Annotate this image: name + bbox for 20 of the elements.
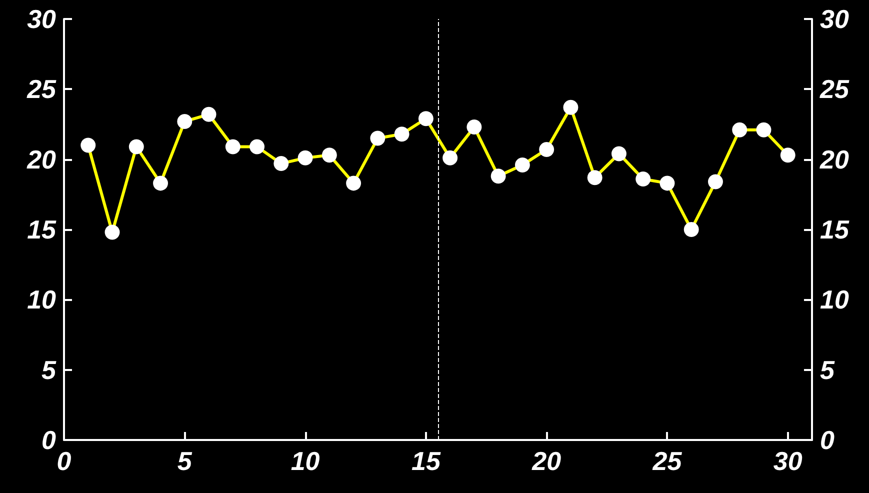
x-tick-label: 25 xyxy=(652,446,682,476)
x-tick-label: 15 xyxy=(411,446,441,476)
y-tick-label: 30 xyxy=(27,4,57,34)
y-tick-label: 5 xyxy=(42,354,57,385)
x-tick-label: 30 xyxy=(773,446,803,476)
y2-tick-label: 15 xyxy=(820,214,850,244)
x-tick-label: 5 xyxy=(177,446,192,476)
x-tick-label: 20 xyxy=(531,446,562,476)
x-tick-label: 10 xyxy=(290,446,320,476)
y2-tick-label: 10 xyxy=(820,284,850,315)
y2-tick-label: 25 xyxy=(819,74,850,104)
y-tick-label: 15 xyxy=(27,214,57,244)
y-tick-label: 0 xyxy=(42,425,57,455)
y-tick-label: 20 xyxy=(26,144,57,174)
y2-tick-label: 5 xyxy=(820,354,835,385)
y-tick-label: 25 xyxy=(26,74,57,104)
y-tick-label: 10 xyxy=(27,284,57,315)
y2-tick-label: 0 xyxy=(820,425,835,455)
y2-tick-label: 30 xyxy=(820,4,850,34)
y2-tick-label: 20 xyxy=(819,144,850,174)
